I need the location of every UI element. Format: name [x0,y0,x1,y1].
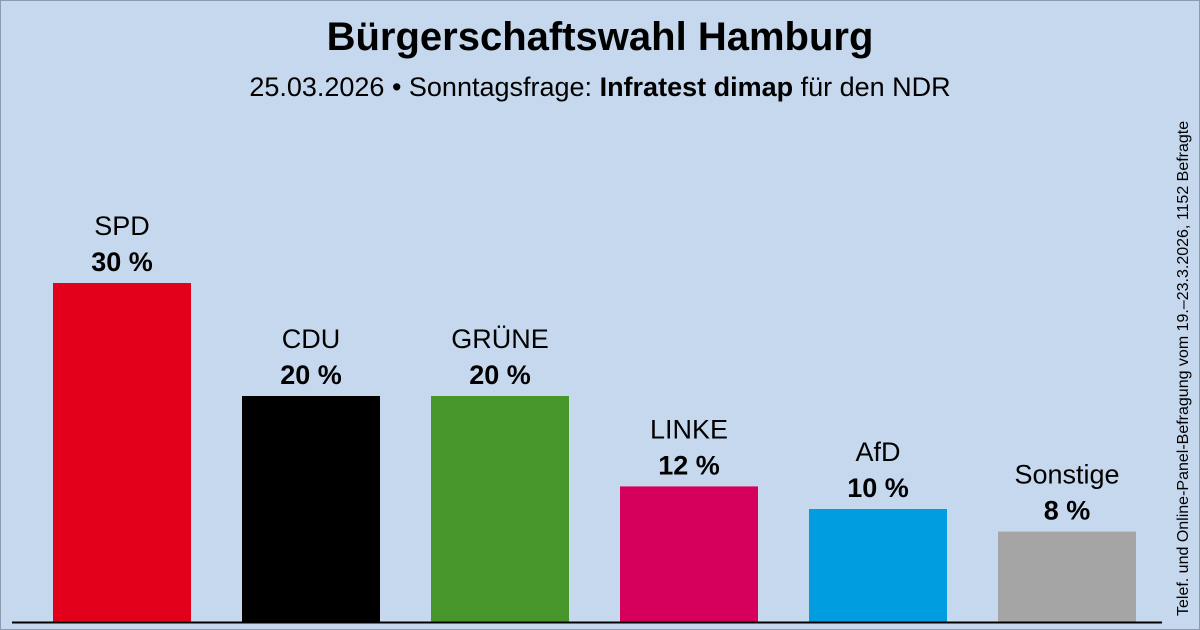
category-label: CDU [282,324,341,354]
value-label: 20 % [469,360,531,390]
category-label: Sonstige [1014,460,1119,490]
bar-sonstige [998,531,1136,622]
value-label: 20 % [280,360,342,390]
bar-afd [809,509,947,622]
chart-title: Bürgerschaftswahl Hamburg [326,15,874,59]
bar-grüne [431,396,569,622]
subtitle-institute: Infratest dimap [599,72,794,102]
category-label: LINKE [650,414,728,444]
value-label: 30 % [91,247,153,277]
bar-linke [620,486,758,622]
chart-subtitle: 25.03.2026 • Sonntagsfrage: Infratest di… [0,70,1200,104]
category-label: GRÜNE [451,324,549,354]
bar-spd [53,283,191,622]
value-label: 10 % [847,473,909,503]
category-label: SPD [94,211,150,241]
subtitle-client: für den NDR [800,72,951,102]
value-label: 8 % [1044,496,1091,526]
subtitle-date: 25.03.2026 • Sonntagsfrage: [249,72,593,102]
category-label: AfD [855,437,900,467]
value-label: 12 % [658,450,720,480]
bar-cdu [242,396,380,622]
